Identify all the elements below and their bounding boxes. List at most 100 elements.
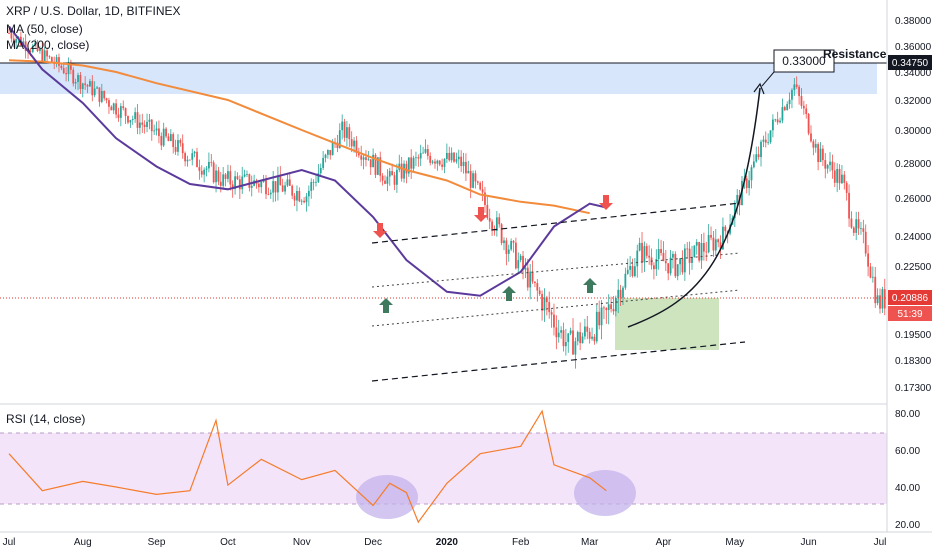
candle-body — [74, 82, 77, 84]
candle-body — [84, 83, 87, 85]
time-axis[interactable]: Jul Aug Sep Oct Nov Dec 2020 Feb Mar Apr May Jun Jul — [3, 537, 887, 548]
target-label-box[interactable]: 0.33000 — [761, 49, 835, 87]
candle-body — [536, 283, 539, 291]
candle-body — [814, 144, 817, 148]
candle-body — [324, 154, 327, 158]
candle-body — [205, 168, 208, 170]
candle-body — [512, 241, 515, 243]
candle-body — [876, 295, 879, 304]
candle-body — [772, 119, 774, 131]
candle-body — [112, 103, 115, 111]
candle-body — [852, 227, 855, 233]
candle-body — [631, 265, 634, 277]
candle-body — [836, 168, 839, 183]
candle-body — [519, 255, 522, 261]
candle-body — [541, 294, 543, 311]
candle-body — [422, 152, 424, 154]
candle-body — [693, 245, 696, 258]
candle-body — [36, 42, 39, 51]
candle-body — [131, 119, 134, 121]
resistance-price-badge: 0.34750 — [888, 55, 932, 70]
price-axis[interactable]: 0.38000 0.36000 0.34000 0.32000 0.30000 0.280… — [895, 16, 932, 394]
candle-body — [291, 185, 294, 196]
target-zone — [615, 298, 719, 350]
candle-body — [745, 178, 748, 188]
rsi-line — [8, 409, 607, 524]
candle-body — [586, 326, 589, 332]
candle-body — [500, 224, 503, 244]
candle-body — [105, 98, 108, 101]
symbol-legend[interactable]: XRP / U.S. Dollar, 1D, BITFINEX — [6, 4, 181, 18]
candle-body — [62, 68, 65, 74]
candle-body — [179, 140, 182, 144]
candle-body — [305, 196, 308, 203]
candle-body — [55, 57, 58, 65]
candle-body — [838, 168, 841, 184]
candle-body — [219, 181, 222, 186]
time-tick-label: Mar — [581, 537, 599, 548]
candle-body — [821, 148, 824, 161]
candle-body — [762, 139, 765, 142]
candle-body — [845, 182, 848, 193]
candle-body — [350, 139, 353, 147]
candle-body — [257, 183, 260, 188]
candle-body — [529, 271, 532, 288]
candle-body — [341, 121, 344, 131]
candle-body — [98, 87, 101, 102]
candle-body — [172, 134, 175, 148]
candle-body — [514, 242, 517, 269]
candle-body — [567, 333, 570, 343]
candle-body — [605, 308, 608, 311]
candle-body — [612, 309, 615, 312]
candle-body — [505, 240, 508, 254]
candle-body — [662, 253, 665, 262]
candle-body — [165, 128, 167, 137]
candle-body — [158, 128, 160, 137]
candle-body — [46, 50, 48, 57]
candle-body — [274, 181, 277, 193]
candle-body — [50, 57, 53, 62]
rsi-legend[interactable]: RSI (14, close) — [6, 412, 85, 426]
candle-body — [417, 157, 420, 159]
candle-body — [193, 151, 196, 154]
candle-body — [217, 170, 220, 182]
candle-body — [381, 175, 384, 181]
ma50-legend[interactable]: MA (50, close) — [6, 22, 83, 36]
candle-body — [267, 194, 270, 195]
candle-body — [403, 163, 405, 179]
time-tick-label: Sep — [148, 537, 166, 548]
resistance-label: Resistance — [823, 47, 887, 61]
candle-body — [103, 90, 106, 99]
candle-body — [310, 182, 313, 191]
candle-body — [15, 39, 18, 43]
candle-body — [369, 159, 372, 168]
candle-body — [160, 136, 163, 146]
candle-body — [676, 264, 679, 277]
candle-body — [293, 195, 296, 201]
candle-body — [39, 49, 41, 51]
candle-body — [617, 289, 620, 298]
candle-body — [348, 127, 351, 140]
ma50-line — [8, 25, 607, 297]
candle-body — [181, 143, 184, 154]
candle-body — [638, 242, 641, 251]
candle-body — [288, 179, 291, 186]
candle-body — [495, 217, 498, 231]
candle-body — [776, 119, 779, 123]
candle-body — [855, 219, 858, 233]
ma200-legend[interactable]: MA (200, close) — [6, 38, 89, 52]
candle-body — [148, 119, 151, 122]
candle-body — [600, 307, 603, 326]
candle-body — [691, 257, 693, 263]
candle-body — [338, 130, 341, 148]
candle-body — [717, 239, 720, 243]
rsi-axis[interactable]: 80.00 60.00 40.00 20.00 — [895, 409, 920, 531]
candle-body — [188, 159, 191, 161]
candle-body — [534, 281, 536, 284]
candle-body — [296, 191, 298, 201]
symbol-title: XRP / U.S. Dollar, 1D, BITFINEX — [6, 4, 181, 18]
candle-body — [241, 176, 244, 190]
candle-body — [108, 100, 110, 107]
price-tick-label: 0.38000 — [895, 16, 932, 27]
